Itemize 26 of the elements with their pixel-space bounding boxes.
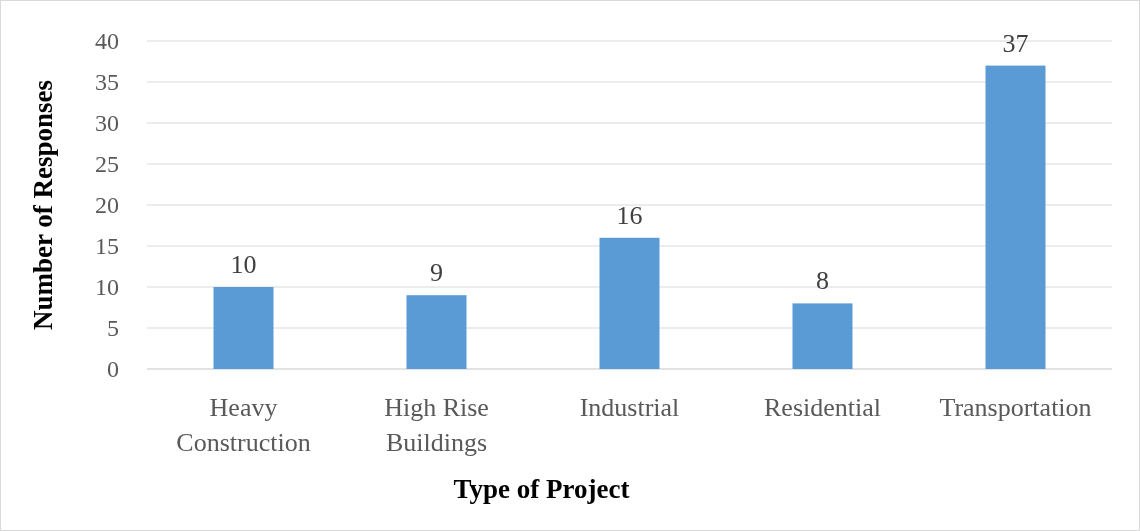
data-label: 37 xyxy=(1002,28,1029,58)
y-tick-label: 10 xyxy=(95,274,119,301)
x-tick-label: High Rise Buildings xyxy=(384,393,489,457)
y-tick-label: 15 xyxy=(95,233,119,260)
y-tick-label: 40 xyxy=(95,28,119,55)
x-tick-label: Transportation xyxy=(939,393,1092,422)
y-tick-label: 35 xyxy=(95,69,119,96)
y-axis-title: Number of Responses xyxy=(28,79,58,331)
y-tick-label: 5 xyxy=(107,315,119,342)
bar xyxy=(406,295,467,369)
data-label: 8 xyxy=(816,266,829,296)
y-tick-label: 0 xyxy=(107,356,119,383)
x-tick-label: Industrial xyxy=(579,393,680,422)
bar xyxy=(213,287,274,369)
y-tick-label: 30 xyxy=(95,110,119,137)
x-axis-title: Type of Project xyxy=(453,474,630,504)
bar xyxy=(792,303,853,369)
bar xyxy=(985,65,1046,369)
x-tick-label: Heavy Construction xyxy=(176,393,311,457)
y-tick-label: 25 xyxy=(95,151,119,178)
data-label: 16 xyxy=(616,200,643,230)
bar xyxy=(599,237,660,369)
data-label: 10 xyxy=(230,250,257,279)
x-tick-label: Residential xyxy=(764,393,881,422)
data-label: 9 xyxy=(430,258,443,288)
y-tick-label: 20 xyxy=(95,192,119,219)
